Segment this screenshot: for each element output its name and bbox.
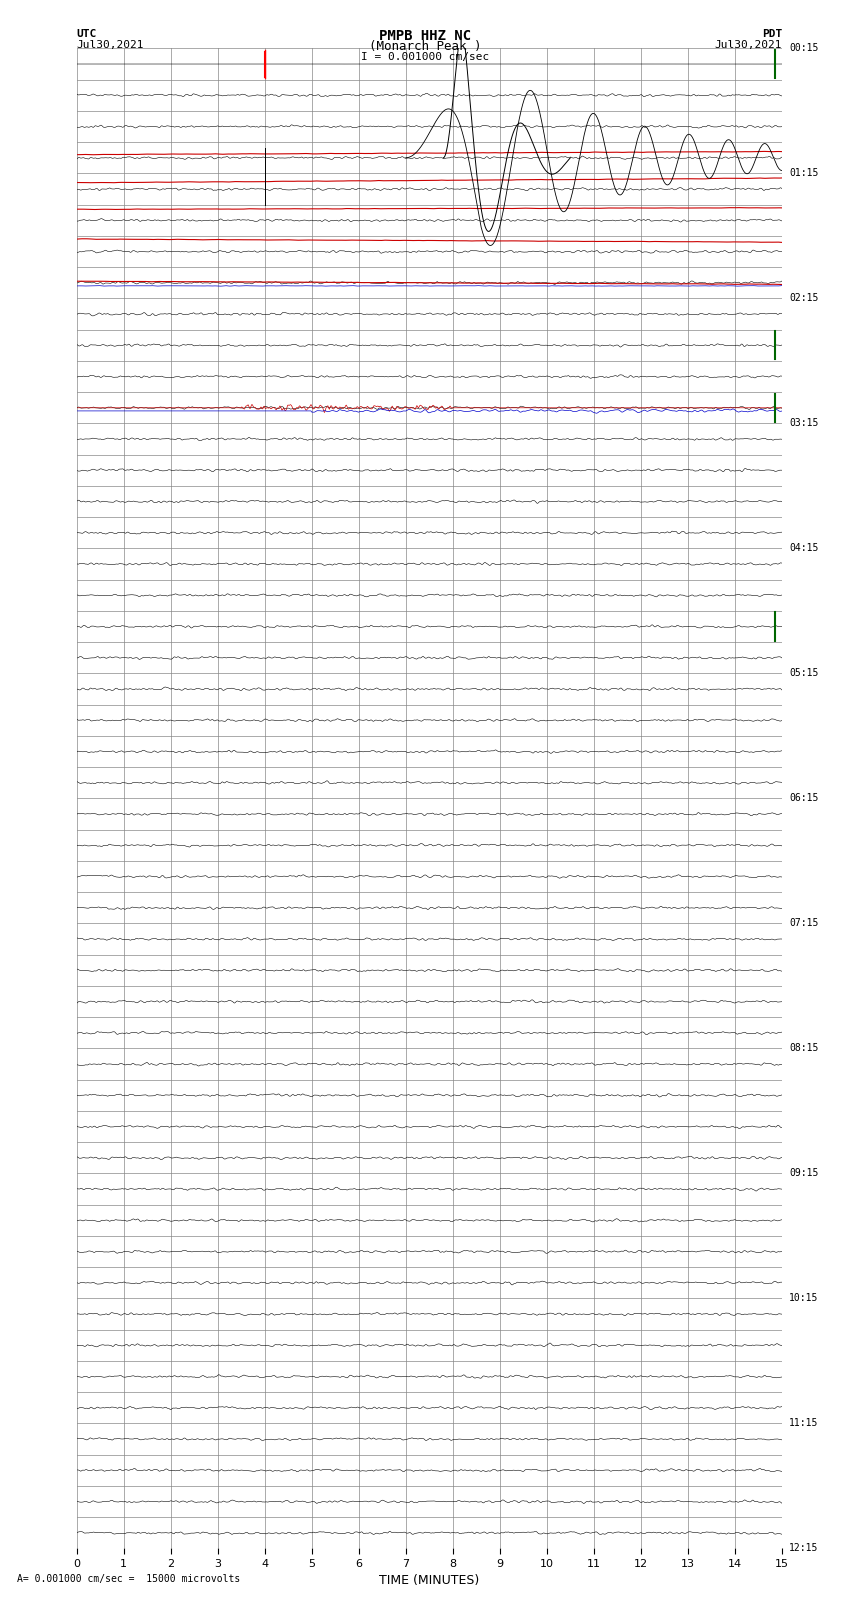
- Text: 05:15: 05:15: [789, 668, 819, 679]
- Text: A= 0.001000 cm/sec =  15000 microvolts: A= 0.001000 cm/sec = 15000 microvolts: [17, 1574, 241, 1584]
- Text: (Monarch Peak ): (Monarch Peak ): [369, 40, 481, 53]
- Text: 11:15: 11:15: [789, 1418, 819, 1429]
- X-axis label: TIME (MINUTES): TIME (MINUTES): [379, 1574, 479, 1587]
- Text: PDT: PDT: [762, 29, 782, 39]
- Text: 10:15: 10:15: [789, 1294, 819, 1303]
- Text: Jul30,2021: Jul30,2021: [76, 40, 144, 50]
- Text: 03:15: 03:15: [789, 418, 819, 429]
- Text: 12:15: 12:15: [789, 1544, 819, 1553]
- Text: PMPB HHZ NC: PMPB HHZ NC: [379, 29, 471, 44]
- Text: 09:15: 09:15: [789, 1168, 819, 1179]
- Text: UTC: UTC: [76, 29, 97, 39]
- Text: 02:15: 02:15: [789, 294, 819, 303]
- Text: 04:15: 04:15: [789, 544, 819, 553]
- Text: I = 0.001000 cm/sec: I = 0.001000 cm/sec: [361, 52, 489, 61]
- Text: Jul30,2021: Jul30,2021: [715, 40, 782, 50]
- Text: 07:15: 07:15: [789, 918, 819, 929]
- Text: 08:15: 08:15: [789, 1044, 819, 1053]
- Text: 01:15: 01:15: [789, 168, 819, 179]
- Text: 00:15: 00:15: [789, 44, 819, 53]
- Text: 06:15: 06:15: [789, 794, 819, 803]
